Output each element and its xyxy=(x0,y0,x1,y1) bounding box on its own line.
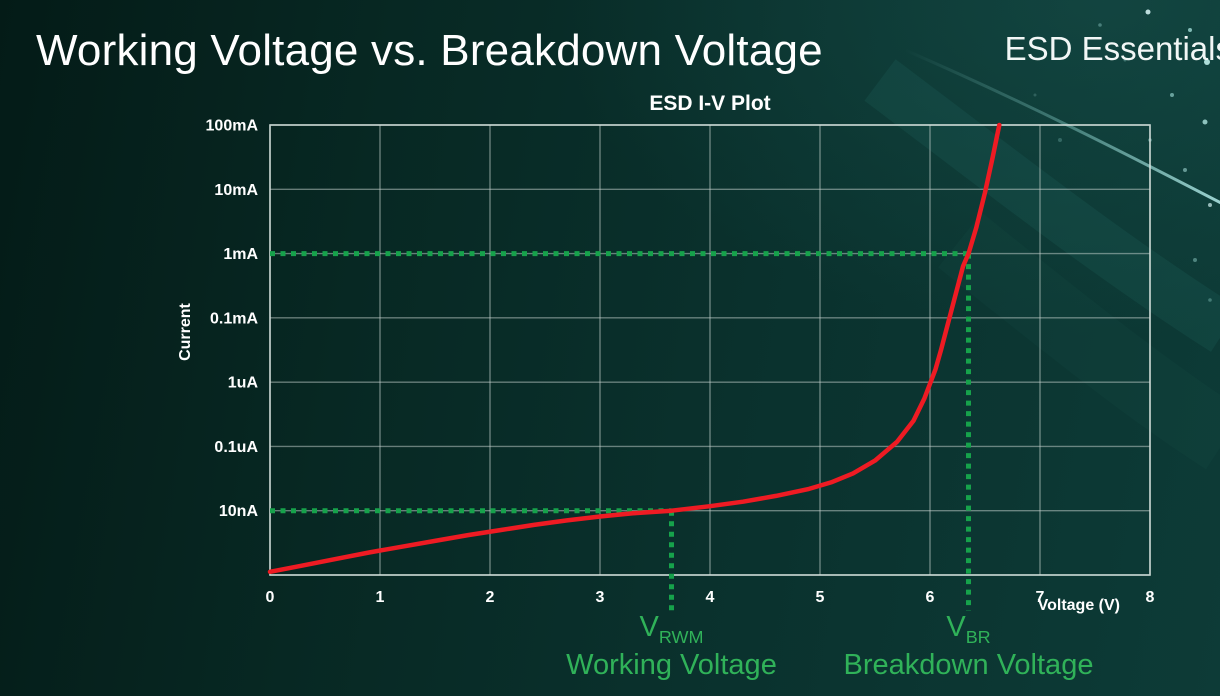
annotation-symbol: VBR xyxy=(946,611,991,647)
x-tick-label: 6 xyxy=(926,589,935,606)
x-tick-label: 3 xyxy=(596,589,605,606)
y-tick-label: 10nA xyxy=(219,503,259,520)
x-axis-title: Voltage (V) xyxy=(1037,597,1120,614)
x-tick-label: 1 xyxy=(376,589,385,606)
y-tick-label: 1uA xyxy=(228,375,259,392)
chart-title: ESD I-V Plot xyxy=(649,92,771,115)
y-tick-label: 0.1uA xyxy=(214,439,258,456)
glow-band-2 xyxy=(938,212,1220,470)
x-tick-label: 7 xyxy=(1036,589,1045,606)
y-tick-label: 10mA xyxy=(214,182,258,199)
glow-band xyxy=(864,59,1220,352)
plot-frame xyxy=(269,124,1151,576)
annotation-symbol: VRWM xyxy=(639,611,704,647)
annotation-vrwm: VRWM Working Voltage xyxy=(566,611,777,681)
slide-title: Working Voltage vs. Breakdown Voltage xyxy=(36,26,823,75)
x-tick-label: 0 xyxy=(266,589,275,606)
x-tick-label: 4 xyxy=(706,589,715,606)
y-tick-label: 100mA xyxy=(206,118,259,135)
x-tick-label: 5 xyxy=(816,589,825,606)
annotation-caption: Breakdown Voltage xyxy=(843,648,1094,681)
x-tick-label: 2 xyxy=(486,589,495,606)
y-tick-label: 1mA xyxy=(223,246,258,263)
iv-curve xyxy=(267,122,1002,575)
brand-logo-text: ESD Essentials xyxy=(1004,30,1220,67)
x-tick-label: 8 xyxy=(1146,589,1155,606)
annotation-caption: Working Voltage xyxy=(566,648,777,681)
particle-dots xyxy=(1033,9,1212,302)
y-tick-label: 0.1mA xyxy=(210,310,258,327)
annotation-vbr: VBR Breakdown Voltage xyxy=(843,611,1094,681)
